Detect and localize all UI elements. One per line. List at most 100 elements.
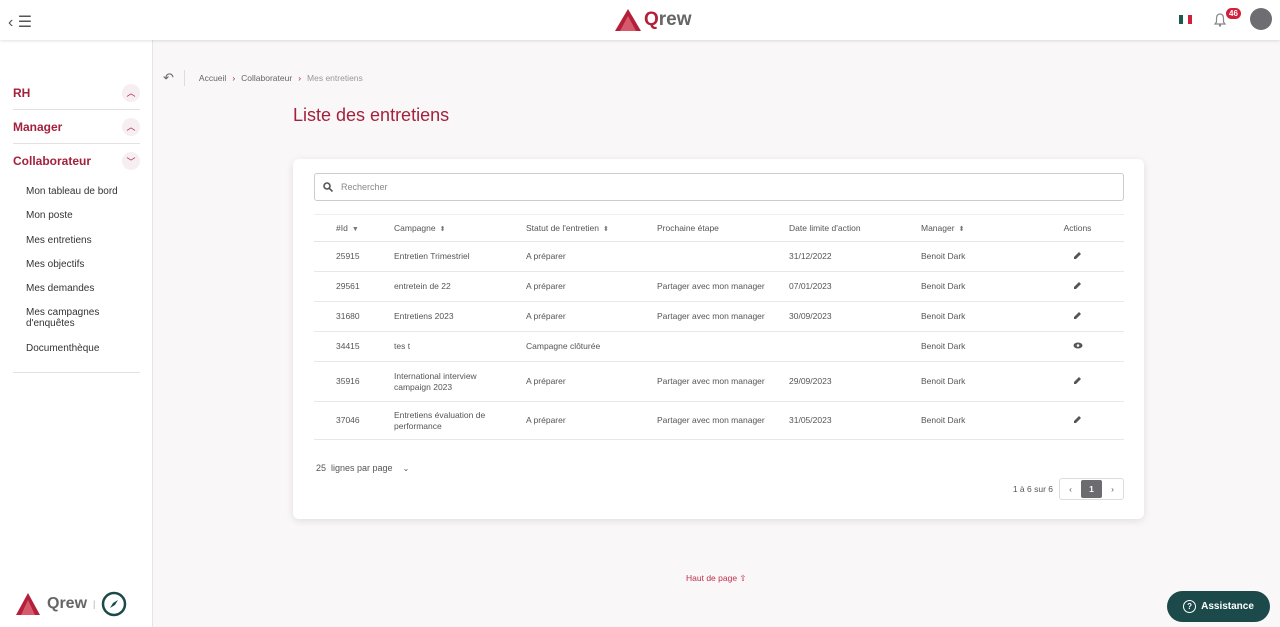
cell-prochaine-etape xyxy=(657,331,789,362)
cell-campagne: Entretiens 2023 xyxy=(394,301,526,332)
search-icon xyxy=(323,182,333,192)
avatar[interactable] xyxy=(1250,8,1272,30)
column-statut[interactable]: Statut de l'entretien ⬍ xyxy=(526,214,657,242)
column-manager[interactable]: Manager ⬍ xyxy=(921,214,1031,242)
cell-actions xyxy=(1031,401,1124,440)
cell-date-limite: 30/09/2023 xyxy=(789,301,921,332)
cell-actions xyxy=(1031,271,1124,302)
compass-icon[interactable] xyxy=(101,591,127,617)
chevron-down-icon[interactable]: ﹀ xyxy=(122,152,140,170)
chevron-up-icon[interactable]: ︿ xyxy=(122,83,140,102)
cell-prochaine-etape: Partager avec mon manager xyxy=(657,271,789,302)
table-row: 29561 entretein de 22 A préparer Partager a… xyxy=(314,271,1124,302)
cell-actions xyxy=(1031,361,1124,402)
sidebar-item-tableau-de-bord[interactable]: Mon tableau de bord xyxy=(26,186,118,197)
breadcrumb: ↶ Accueil › Collaborateur › Mes entretiens xyxy=(163,70,363,86)
cell-id: 37046 xyxy=(314,401,394,440)
breadcrumb-accueil[interactable]: Accueil xyxy=(198,73,227,83)
cell-statut: A préparer xyxy=(526,271,657,302)
brand-logo[interactable]: Qrew xyxy=(614,8,692,32)
cell-prochaine-etape: Partager avec mon manager xyxy=(657,361,789,402)
page-button-current[interactable]: 1 xyxy=(1081,480,1102,498)
cell-manager: Benoit Dark xyxy=(921,401,1031,440)
eye-icon[interactable] xyxy=(1073,341,1083,351)
page-title: Liste des entretiens xyxy=(293,105,450,125)
cell-id: 25915 xyxy=(314,241,394,272)
sidebar-item-mes-objectifs[interactable]: Mes objectifs xyxy=(26,259,85,270)
sort-icon: ⬍ xyxy=(958,226,965,233)
chevron-up-icon[interactable]: ︿ xyxy=(122,117,140,136)
column-campagne[interactable]: Campagne ⬍ xyxy=(394,214,526,242)
sidebar-item-mon-poste[interactable]: Mon poste xyxy=(26,210,73,221)
help-icon: ? xyxy=(1183,600,1197,613)
cell-date-limite: 31/05/2023 xyxy=(789,401,921,440)
pencil-icon[interactable] xyxy=(1073,415,1082,426)
cell-statut: A préparer xyxy=(526,241,657,272)
pagination-summary: 1 à 6 sur 6 xyxy=(1012,484,1053,494)
menu-toggle-icon[interactable]: ‹ ☰ xyxy=(8,14,33,31)
search-input[interactable]: Rechercher xyxy=(314,173,1124,201)
sort-icon: ⬍ xyxy=(602,226,609,233)
cell-actions xyxy=(1031,241,1124,272)
column-date-limite: Date limite d'action xyxy=(789,214,921,242)
cell-actions xyxy=(1031,331,1124,362)
footer-logo: Qrew | xyxy=(15,591,127,617)
table-row: 35916 International interview campaign 20… xyxy=(314,361,1124,402)
cell-manager: Benoit Dark xyxy=(921,331,1031,362)
cell-campagne: Entretiens évaluation de performance xyxy=(394,401,526,440)
cell-date-limite: 29/09/2023 xyxy=(789,361,921,402)
cell-date-limite xyxy=(789,331,921,362)
table-row: 25915 Entretien Trimestriel A préparer 31/1… xyxy=(314,241,1124,272)
cell-id: 29561 xyxy=(314,271,394,302)
sidebar-item-mes-entretiens[interactable]: Mes entretiens xyxy=(26,235,92,246)
cell-statut: A préparer xyxy=(526,301,657,332)
cell-prochaine-etape: Partager avec mon manager xyxy=(657,401,789,440)
column-actions: Actions xyxy=(1031,214,1124,242)
cell-statut: A préparer xyxy=(526,401,657,440)
next-page-button[interactable]: › xyxy=(1111,484,1114,494)
cell-manager: Benoit Dark xyxy=(921,361,1031,402)
pencil-icon[interactable] xyxy=(1073,311,1082,322)
notification-badge: 46 xyxy=(1226,8,1241,19)
pagination: 1 à 6 sur 6 ‹ 1 › xyxy=(1013,478,1124,500)
assistance-button[interactable]: ? Assistance xyxy=(1167,591,1270,622)
breadcrumb-collaborateur[interactable]: Collaborateur xyxy=(241,73,293,83)
prev-page-button[interactable]: ‹ xyxy=(1069,484,1072,494)
top-bar: ‹ ☰ Qrew 46 xyxy=(0,0,1280,40)
language-flag-icon[interactable] xyxy=(1179,15,1192,24)
cell-id: 35916 xyxy=(314,361,394,402)
cell-statut: A préparer xyxy=(526,361,657,402)
cell-manager: Benoit Dark xyxy=(921,241,1031,272)
breadcrumb-current: Mes entretiens xyxy=(307,73,363,83)
divider xyxy=(13,372,140,373)
column-id[interactable]: #Id ▼ xyxy=(314,214,394,242)
cell-date-limite: 07/01/2023 xyxy=(789,271,921,302)
back-icon[interactable]: ↶ xyxy=(163,70,185,86)
cell-prochaine-etape xyxy=(657,241,789,272)
cell-campagne: International interview campaign 2023 xyxy=(394,361,526,402)
cell-prochaine-etape: Partager avec mon manager xyxy=(657,301,789,332)
cell-date-limite: 31/12/2022 xyxy=(789,241,921,272)
sidebar-item-documentheque[interactable]: Documenthèque xyxy=(26,343,100,354)
page-size-select[interactable]: 25 lignes par page ⌄ xyxy=(316,463,410,473)
sidebar-item-mes-demandes[interactable]: Mes demandes xyxy=(26,283,95,294)
qrew-logo-icon xyxy=(615,9,641,31)
cell-statut: Campagne clôturée xyxy=(526,331,657,362)
arrow-up-icon: ⇧ xyxy=(739,573,747,583)
table-row: 34415 tes t Campagne clôturée Benoit Dark xyxy=(314,331,1124,362)
sidebar-section-collaborateur[interactable]: Collaborateur ﹀ xyxy=(13,144,140,178)
bell-icon[interactable] xyxy=(1214,13,1226,27)
pencil-icon[interactable] xyxy=(1073,376,1082,387)
cell-actions xyxy=(1031,301,1124,332)
column-prochaine-etape: Prochaine étape xyxy=(657,214,789,242)
interviews-table: #Id ▼ Campagne ⬍ Statut de l'entretien ⬍ Pr… xyxy=(314,214,1124,440)
back-to-top-link[interactable]: Haut de page ⇧ xyxy=(686,573,747,583)
sort-icon: ⬍ xyxy=(439,226,446,233)
pencil-icon[interactable] xyxy=(1073,251,1082,262)
cell-id: 31680 xyxy=(314,301,394,332)
pencil-icon[interactable] xyxy=(1073,281,1082,292)
cell-campagne: tes t xyxy=(394,331,526,362)
sidebar-section-rh[interactable]: RH ︿ xyxy=(13,76,140,110)
sidebar-section-manager[interactable]: Manager ︿ xyxy=(13,110,140,144)
sidebar-item-mes-campagnes[interactable]: Mes campagnes d'enquêtes xyxy=(26,307,100,329)
